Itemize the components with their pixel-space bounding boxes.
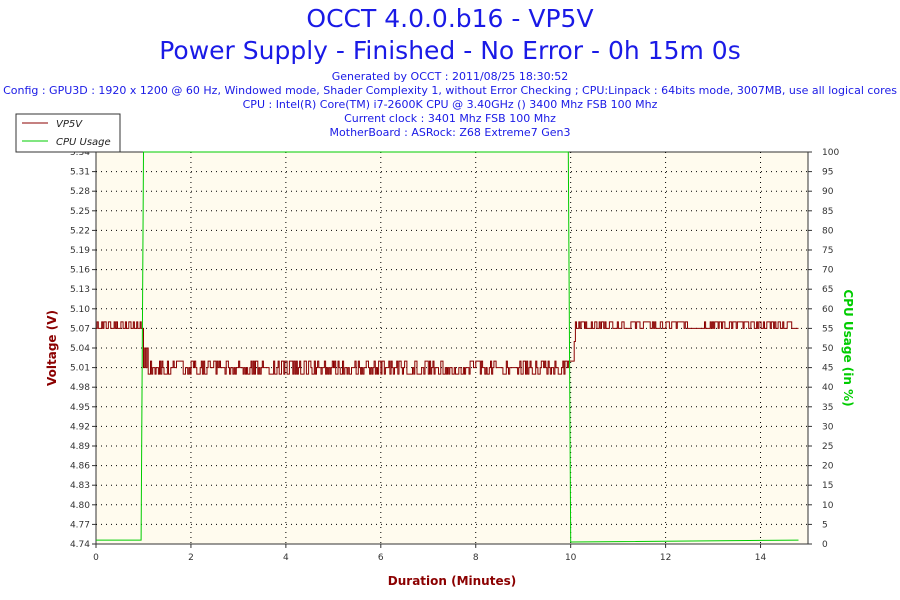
y-tick-label-right: 95 bbox=[822, 168, 833, 178]
info-motherboard: MotherBoard : ASRock: Z68 Extreme7 Gen3 bbox=[329, 126, 571, 139]
y-tick-label-right: 75 bbox=[822, 246, 833, 256]
x-tick-label: 12 bbox=[660, 553, 671, 563]
info-cpu: CPU : Intel(R) Core(TM) i7-2600K CPU @ 3… bbox=[242, 98, 658, 111]
y-tick-label-right: 5 bbox=[822, 520, 828, 530]
y-tick-label-left: 4.95 bbox=[70, 403, 90, 413]
y-tick-label-left: 5.01 bbox=[70, 364, 90, 374]
y-tick-label-right: 35 bbox=[822, 403, 833, 413]
y-tick-label-right: 100 bbox=[822, 148, 839, 158]
y-tick-label-right: 20 bbox=[822, 462, 834, 472]
x-axis-label: Duration (Minutes) bbox=[388, 574, 516, 588]
y-tick-label-left: 5.10 bbox=[70, 305, 90, 315]
y-tick-label-right: 50 bbox=[822, 344, 834, 354]
info-config: Config : GPU3D : 1920 x 1200 @ 60 Hz, Wi… bbox=[3, 84, 897, 97]
y-tick-label-left: 4.77 bbox=[70, 520, 90, 530]
y-tick-label-left: 4.80 bbox=[70, 501, 90, 511]
y-tick-label-left: 5.07 bbox=[70, 324, 90, 334]
y-tick-label-right: 15 bbox=[822, 481, 833, 491]
y-axis-label-left: Voltage (V) bbox=[45, 310, 59, 386]
y-tick-label-left: 4.86 bbox=[70, 462, 90, 472]
x-tick-label: 4 bbox=[283, 553, 289, 563]
y-tick-label-left: 4.92 bbox=[70, 422, 90, 432]
y-tick-label-left: 5.13 bbox=[70, 285, 90, 295]
y-tick-label-right: 85 bbox=[822, 207, 833, 217]
y-tick-label-left: 5.31 bbox=[70, 168, 90, 178]
y-tick-label-right: 45 bbox=[822, 364, 833, 374]
y-tick-label-left: 4.83 bbox=[70, 481, 90, 491]
legend: VP5V CPU Usage bbox=[15, 113, 121, 153]
x-tick-label: 14 bbox=[755, 553, 767, 563]
y-tick-label-right: 30 bbox=[822, 422, 834, 432]
y-tick-label-right: 70 bbox=[822, 266, 834, 276]
y-tick-label-right: 55 bbox=[822, 324, 833, 334]
y-tick-label-left: 4.89 bbox=[70, 442, 90, 452]
y-tick-label-right: 40 bbox=[822, 383, 834, 393]
y-tick-label-left: 5.22 bbox=[70, 226, 90, 236]
legend-box bbox=[15, 113, 121, 153]
chart-subtitle: Power Supply - Finished - No Error - 0h … bbox=[159, 36, 741, 65]
series-line-cpu-usage bbox=[96, 151, 799, 543]
x-tick-label: 6 bbox=[378, 553, 384, 563]
y-tick-label-right: 90 bbox=[822, 187, 834, 197]
y-tick-label-right: 65 bbox=[822, 285, 833, 295]
y-tick-label-right: 80 bbox=[822, 226, 834, 236]
y-axis-label-right: CPU Usage (in %) bbox=[841, 289, 855, 406]
x-tick-label: 2 bbox=[188, 553, 194, 563]
series-line-vp5v bbox=[96, 321, 799, 375]
y-tick-label-left: 4.74 bbox=[70, 540, 90, 550]
y-tick-label-right: 0 bbox=[822, 540, 828, 550]
x-tick-label: 8 bbox=[473, 553, 479, 563]
x-tick-label: 10 bbox=[565, 553, 577, 563]
chart-title: OCCT 4.0.0.b16 - VP5V bbox=[306, 4, 594, 33]
y-tick-label-left: 4.98 bbox=[70, 383, 90, 393]
legend-label-cpu-usage: CPU Usage bbox=[56, 137, 111, 148]
y-tick-label-left: 5.19 bbox=[70, 246, 90, 256]
y-tick-label-right: 25 bbox=[822, 442, 833, 452]
y-tick-label-left: 5.28 bbox=[70, 187, 90, 197]
y-tick-label-left: 5.34 bbox=[70, 148, 90, 158]
y-tick-label-left: 5.16 bbox=[70, 266, 90, 276]
info-clock: Current clock : 3401 Mhz FSB 100 Mhz bbox=[344, 112, 556, 125]
y-tick-label-left: 5.04 bbox=[70, 344, 90, 354]
y-tick-label-left: 5.25 bbox=[70, 207, 90, 217]
series-layer bbox=[96, 151, 799, 543]
legend-label-vp5v: VP5V bbox=[56, 119, 83, 130]
info-generated: Generated by OCCT : 2011/08/25 18:30:52 bbox=[331, 70, 569, 83]
x-tick-label: 0 bbox=[93, 553, 99, 563]
y-tick-label-right: 10 bbox=[822, 501, 834, 511]
y-tick-label-right: 60 bbox=[822, 305, 834, 315]
ticks: 0 2 4 6 8 10 12 14 4.74 4.77 4.80 4.83 4.86 4.89 4.92 4… bbox=[70, 148, 839, 563]
